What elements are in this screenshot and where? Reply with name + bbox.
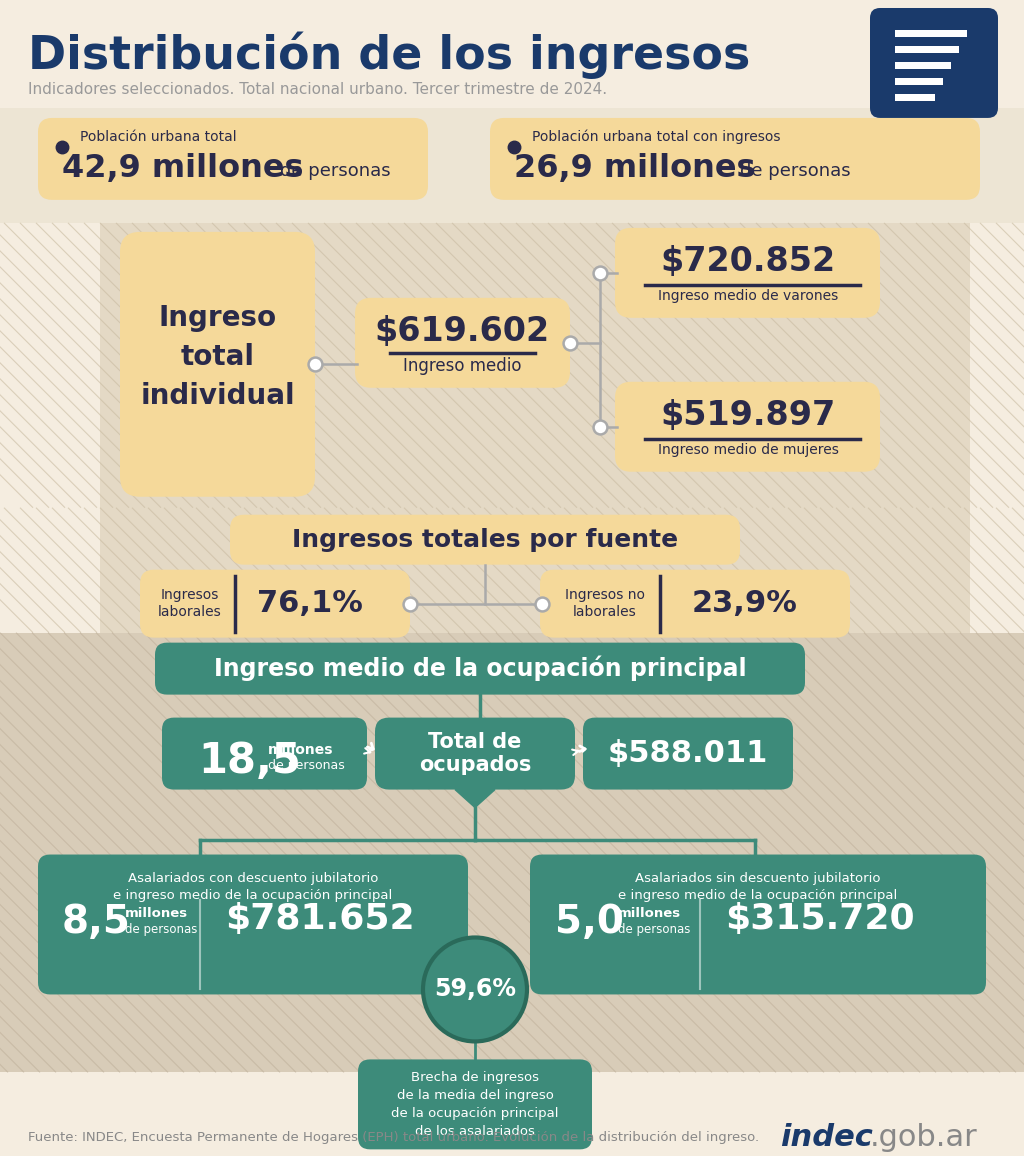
FancyBboxPatch shape [155,643,805,695]
Text: Distribución de los ingresos: Distribución de los ingresos [28,32,751,80]
FancyBboxPatch shape [358,1059,592,1149]
Text: de personas: de personas [268,758,345,771]
Text: $315.720: $315.720 [725,903,914,936]
Text: millones: millones [618,907,681,920]
Text: Ingresos
laborales: Ingresos laborales [158,588,222,620]
Text: Ingresos no
laborales: Ingresos no laborales [565,588,645,620]
Text: 18,5: 18,5 [198,740,301,781]
Text: $720.852: $720.852 [660,245,836,277]
FancyBboxPatch shape [38,118,428,200]
FancyBboxPatch shape [230,514,740,564]
Text: Indicadores seleccionados. Total nacional urbano. Tercer trimestre de 2024.: Indicadores seleccionados. Total naciona… [28,82,607,97]
Text: 5,0: 5,0 [555,903,624,941]
Text: $519.897: $519.897 [660,399,836,432]
FancyBboxPatch shape [355,298,570,387]
Circle shape [423,938,527,1042]
Polygon shape [455,790,495,808]
Text: 8,5: 8,5 [62,903,131,941]
Text: Brecha de ingresos
de la media del ingreso
de la ocupación principal
de los asal: Brecha de ingresos de la media del ingre… [391,1070,559,1138]
Text: $588.011: $588.011 [608,739,768,768]
Bar [895,94,935,101]
Bar [0,108,1024,223]
Text: 42,9 millones: 42,9 millones [62,153,303,184]
FancyBboxPatch shape [870,8,998,118]
Text: de personas: de personas [280,162,390,180]
FancyBboxPatch shape [120,232,315,497]
FancyBboxPatch shape [583,718,793,790]
Text: Ingreso medio de mujeres: Ingreso medio de mujeres [657,443,839,457]
Text: $781.652: $781.652 [225,903,415,936]
Text: Total de
ocupados: Total de ocupados [419,732,531,776]
Text: 26,9 millones: 26,9 millones [514,153,756,184]
FancyBboxPatch shape [140,570,410,638]
FancyBboxPatch shape [530,854,986,994]
Text: de personas: de personas [740,162,851,180]
Text: millones: millones [125,907,188,920]
FancyBboxPatch shape [540,570,850,638]
Text: Población urbana total con ingresos: Población urbana total con ingresos [532,129,780,144]
Bar [895,30,967,37]
Text: Ingreso
total
individual: Ingreso total individual [140,304,295,410]
Text: 23,9%: 23,9% [692,590,798,618]
Text: Población urbana total: Población urbana total [80,129,237,144]
Text: 59,6%: 59,6% [434,978,516,1001]
Bar [100,507,970,632]
FancyBboxPatch shape [615,228,880,318]
Text: 76,1%: 76,1% [257,590,362,618]
FancyBboxPatch shape [490,118,980,200]
Text: $619.602: $619.602 [375,314,550,348]
Text: de personas: de personas [125,924,198,936]
Text: Asalariados con descuento jubilatorio
e ingreso medio de la ocupación principal: Asalariados con descuento jubilatorio e … [114,872,392,902]
Text: indec: indec [780,1122,872,1151]
FancyBboxPatch shape [615,381,880,472]
FancyBboxPatch shape [162,718,367,790]
Bar [0,632,1024,1073]
Text: Fuente: INDEC, Encuesta Permanente de Hogares (EPH) total urbano. Evolución de l: Fuente: INDEC, Encuesta Permanente de Ho… [28,1131,759,1144]
Text: Ingreso medio: Ingreso medio [402,357,521,375]
Bar [895,62,951,69]
FancyBboxPatch shape [375,718,575,790]
Text: Ingreso medio de varones: Ingreso medio de varones [657,289,838,303]
Text: Ingresos totales por fuente: Ingresos totales por fuente [292,527,678,551]
Bar [100,223,970,507]
Text: Ingreso medio de la ocupación principal: Ingreso medio de la ocupación principal [214,655,746,681]
Text: de personas: de personas [618,924,690,936]
Text: .gob.ar: .gob.ar [870,1122,978,1151]
Bar [895,46,959,53]
Text: Asalariados sin descuento jubilatorio
e ingreso medio de la ocupación principal: Asalariados sin descuento jubilatorio e … [618,872,898,902]
Bar [895,77,943,84]
FancyBboxPatch shape [38,854,468,994]
Text: millones: millones [268,742,334,756]
